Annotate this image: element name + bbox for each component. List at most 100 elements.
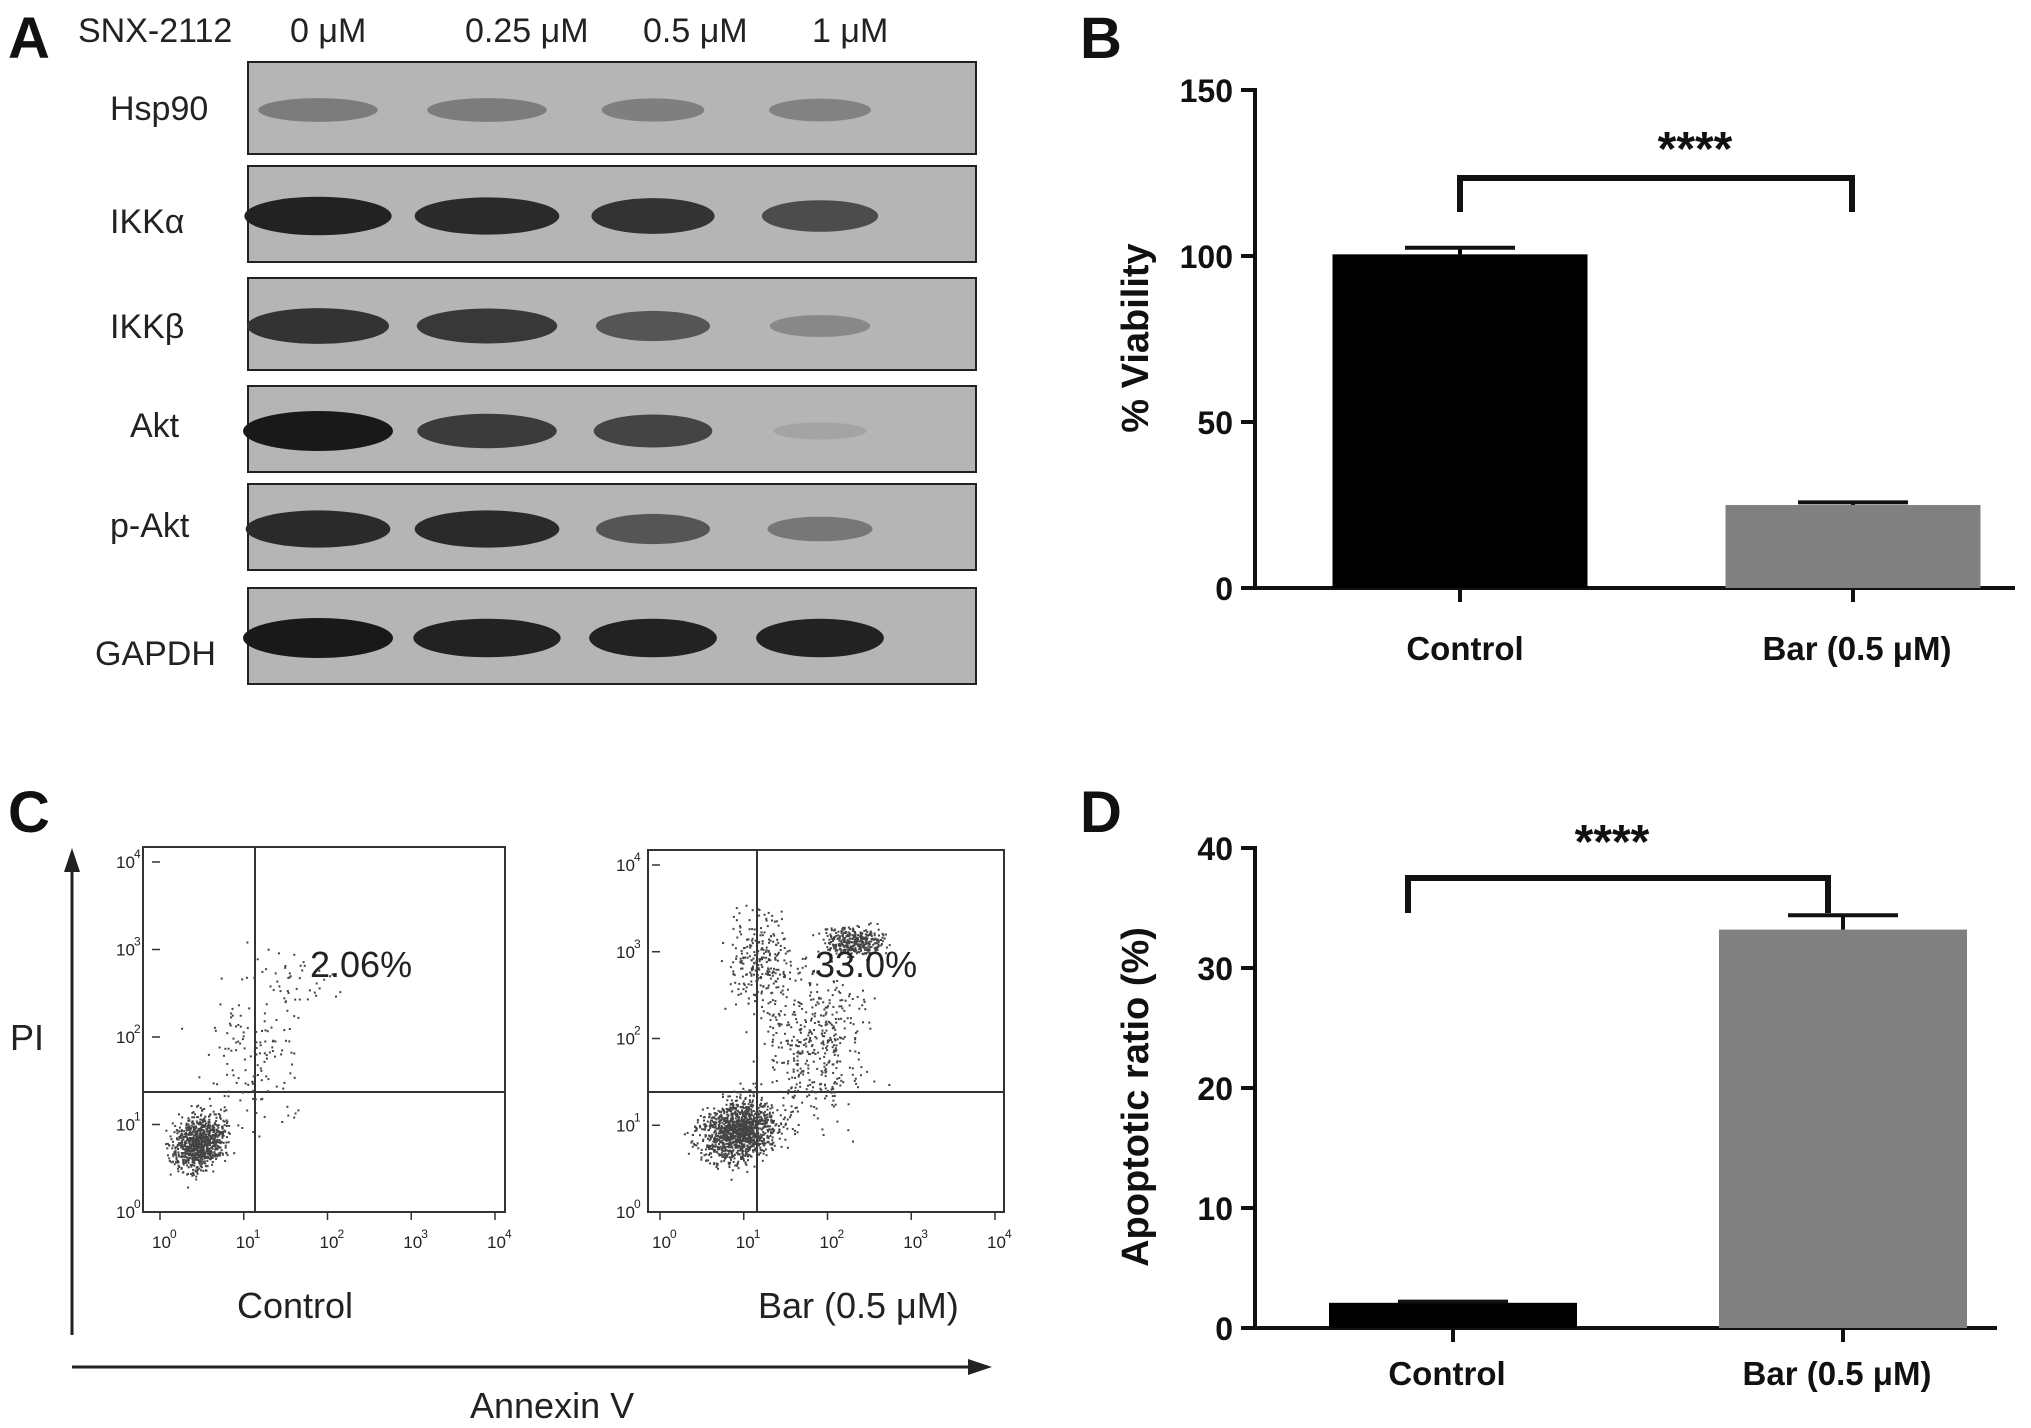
event-dot [816,991,819,993]
event-dot [767,1140,770,1143]
event-dot [839,1084,842,1087]
event-dot [749,1141,751,1144]
event-dot [747,1002,750,1005]
event-dot [770,1147,773,1150]
event-dot [771,1148,774,1151]
event-dot [748,919,751,922]
event-dot [744,1155,747,1157]
event-dot [739,1127,742,1130]
event-dot [727,1152,730,1155]
event-dot [189,1143,191,1146]
event-dot [208,1097,211,1100]
event-dot [765,919,768,922]
event-dot [223,1129,226,1132]
event-dot [775,1018,778,1021]
event-dot [198,1145,201,1148]
event-dot [735,957,738,960]
event-dot [275,1019,278,1021]
event-dot [715,1140,718,1143]
event-dot [761,947,764,950]
event-dot [176,1143,179,1146]
event-dot [743,1127,746,1130]
event-dot [748,1131,751,1134]
event-dot [802,1073,805,1076]
event-dot [780,1046,783,1049]
event-dot [283,997,286,1000]
event-dot [843,1027,846,1030]
event-dot [182,1145,185,1148]
event-dot [751,969,753,972]
event-dot [746,1126,749,1129]
event-dot [203,1125,206,1128]
event-dot [691,1134,694,1136]
event-dot [745,1138,748,1141]
event-dot [791,1095,794,1098]
event-dot [218,1046,221,1049]
event-dot [833,947,836,950]
event-dot [838,1077,841,1079]
event-dot [834,1018,837,1020]
event-dot [864,938,867,941]
event-dot [811,1032,813,1035]
event-dot [721,1117,724,1120]
event-dot [200,1166,203,1169]
event-dot [732,961,735,964]
event-dot [737,1120,740,1123]
event-dot [813,1114,816,1117]
event-dot [287,976,290,979]
event-dot [861,1004,864,1007]
event-dot [185,1132,187,1134]
event-dot [853,940,856,943]
event-dot [790,1111,793,1114]
event-dot [740,1141,743,1144]
event-dot [193,1143,196,1145]
event-dot [723,1138,726,1141]
event-dot [195,1146,198,1149]
event-dot [731,1113,734,1116]
event-dot [821,1029,824,1032]
event-dot [232,1074,235,1077]
x-tick-exponent: 2 [838,1227,845,1241]
event-dot [771,1014,774,1017]
event-dot [721,1109,724,1112]
event-dot [742,1103,745,1106]
event-dot [187,1166,190,1169]
event-dot [201,1163,203,1166]
event-dot [765,987,768,990]
event-dot [178,1155,181,1158]
event-dot [748,955,751,958]
event-dot [787,1042,789,1045]
event-dot [181,1144,184,1146]
event-dot [220,1108,222,1111]
event-dot [732,915,735,918]
event-dot [209,1134,212,1137]
event-dot [823,1062,826,1065]
event-dot [723,1127,726,1129]
event-dot [749,1094,751,1097]
event-dot [715,1118,718,1121]
event-dot [208,1132,211,1135]
x-tick-label: 10 [236,1233,255,1252]
x-tick-exponent: 0 [670,1227,677,1241]
event-dot [721,1126,724,1128]
event-dot [880,939,882,941]
event-dot [750,967,753,970]
event-dot [231,1007,234,1010]
event-dot [209,1154,211,1156]
event-dot [752,1145,755,1148]
event-dot [796,1021,799,1024]
event-dot [873,934,876,937]
event-dot [191,1116,194,1119]
event-dot [726,1135,729,1138]
event-dot [808,1040,811,1043]
event-dot [843,1020,846,1023]
event-dot [176,1132,179,1135]
event-dot [181,1155,184,1158]
event-dot [773,920,776,923]
event-dot [755,1121,757,1124]
event-dot [221,1152,224,1155]
event-dot [702,1128,705,1131]
event-dot [778,1022,781,1025]
event-dot [206,1149,209,1152]
event-dot [258,1135,261,1138]
